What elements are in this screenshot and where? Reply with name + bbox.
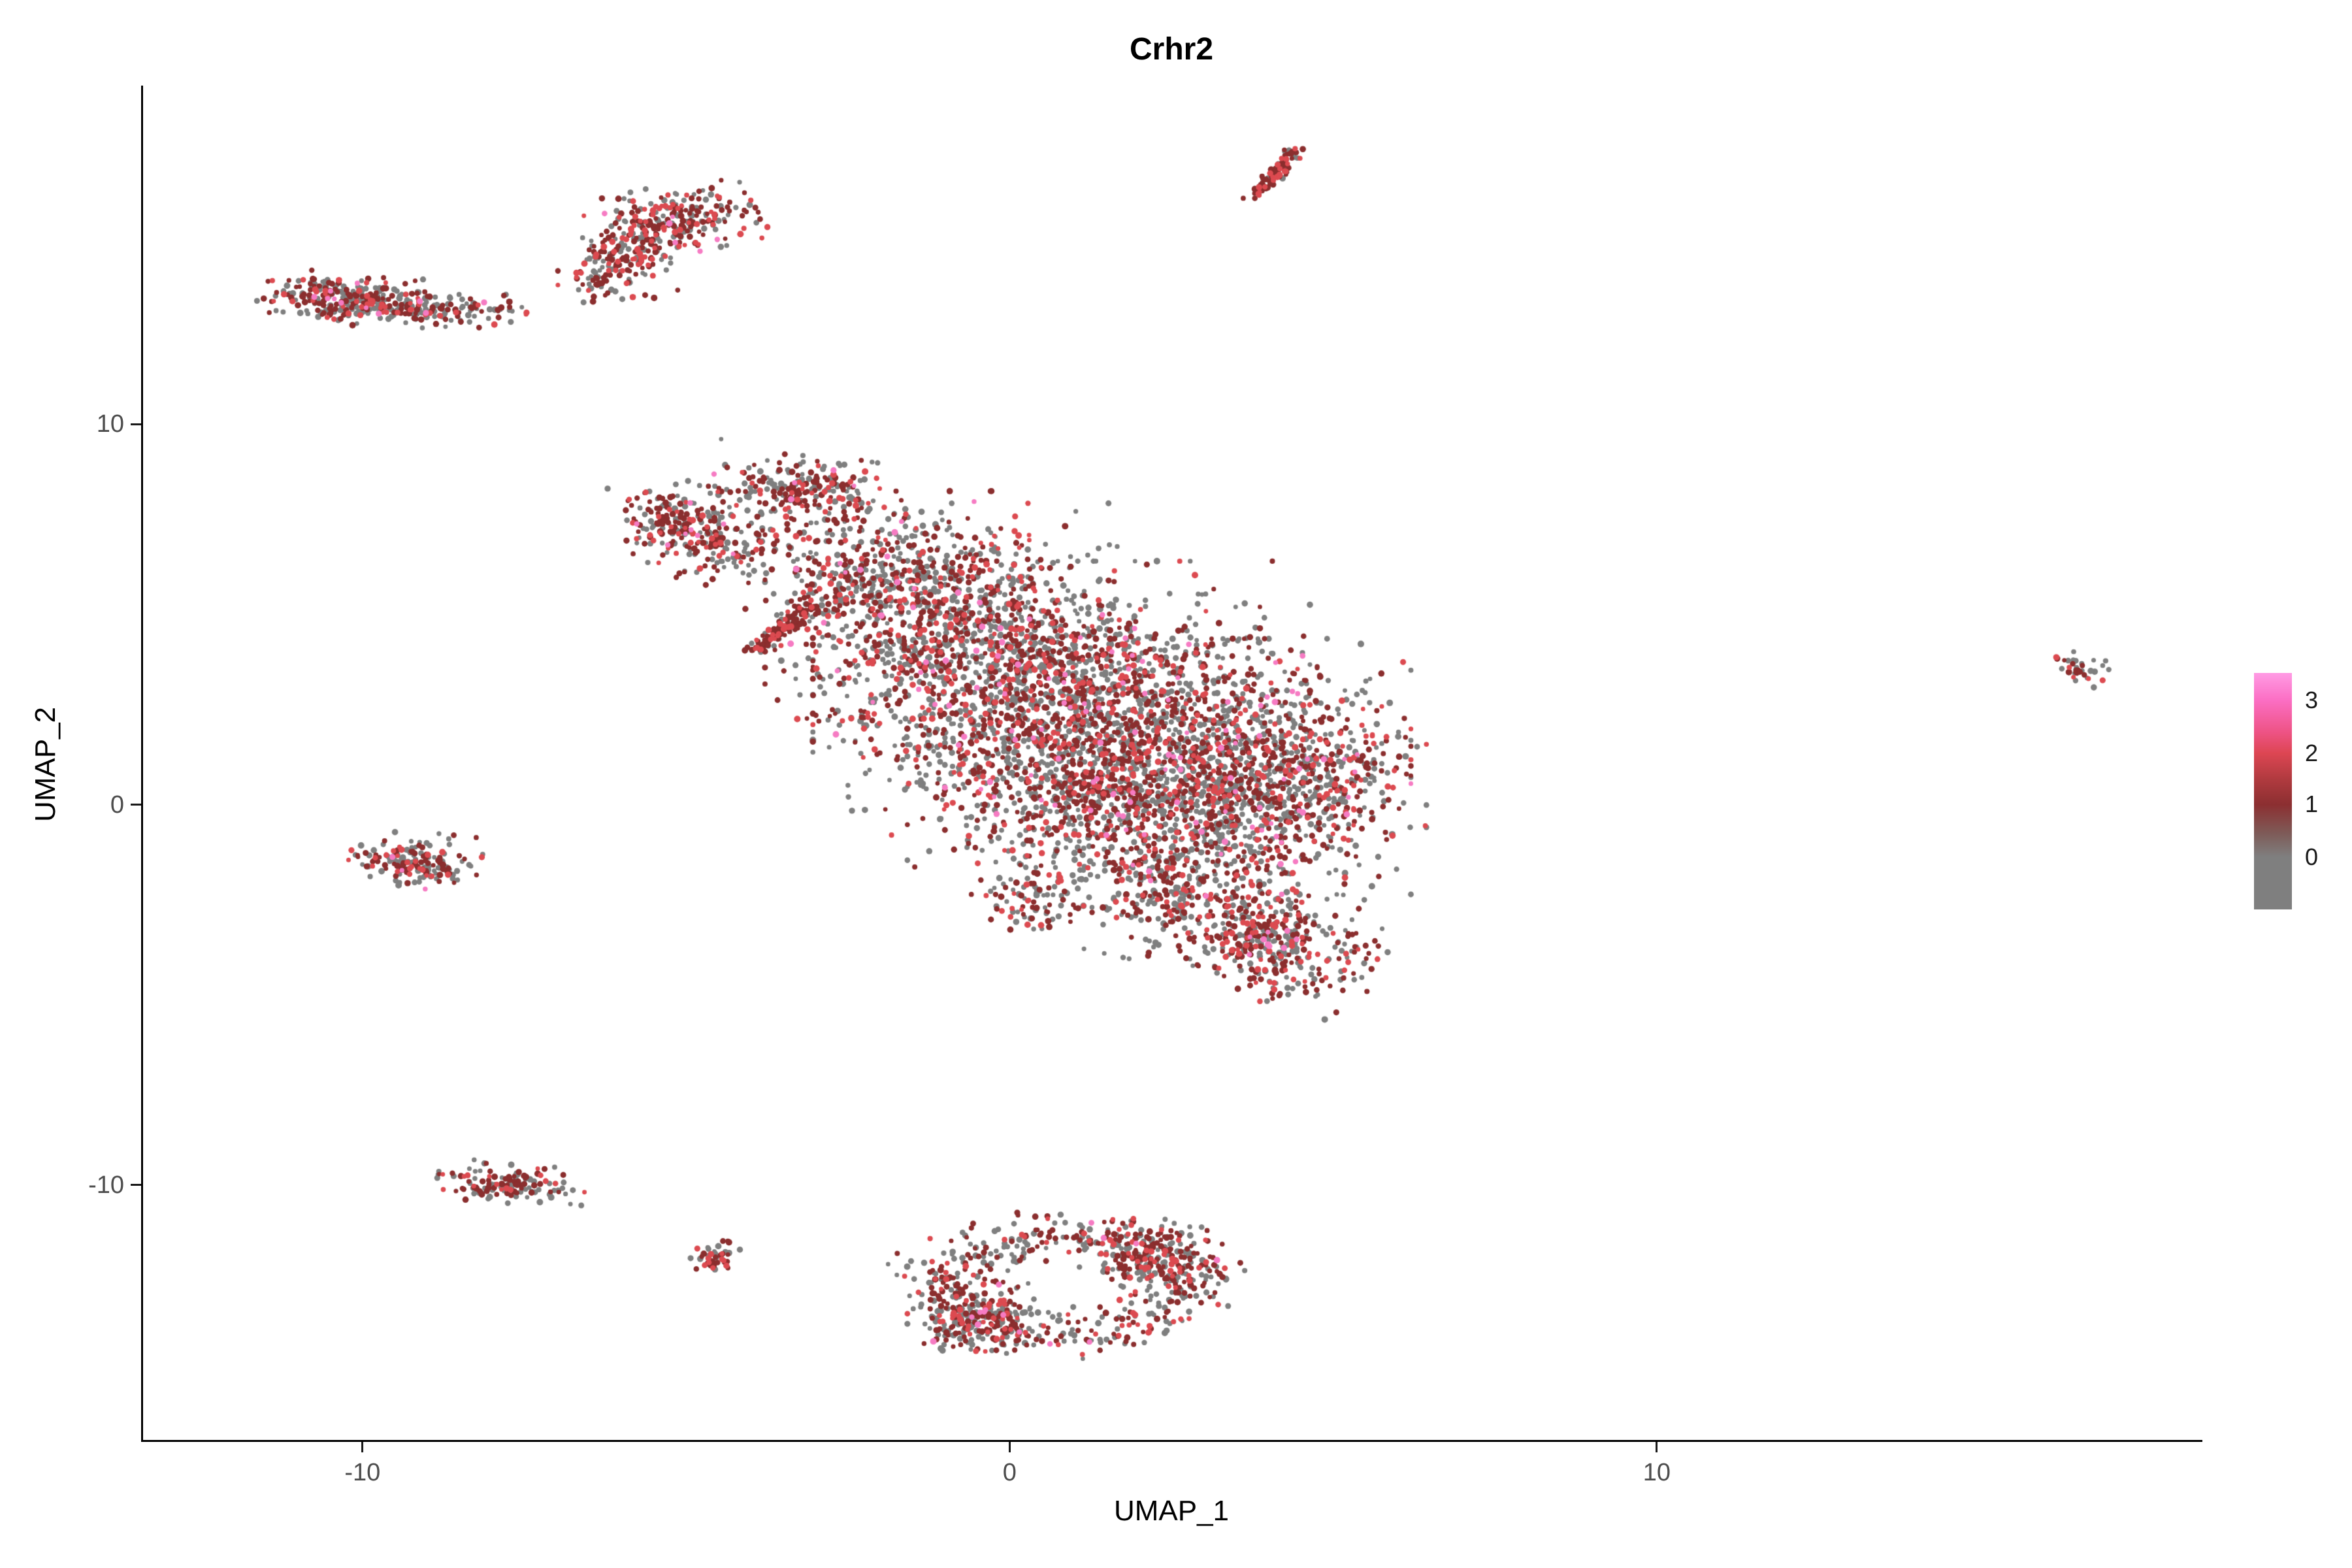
y-tick-mark xyxy=(131,423,141,425)
y-tick-mark xyxy=(131,1184,141,1186)
x-axis-line xyxy=(141,1440,2202,1442)
colorbar-tick-label: 3 xyxy=(2305,687,2319,714)
x-tick-label: -10 xyxy=(344,1459,381,1486)
y-axis-line xyxy=(141,86,143,1442)
y-tick-label: 10 xyxy=(96,410,124,438)
x-axis-title: UMAP_1 xyxy=(1113,1495,1230,1527)
colorbar-tick-label: 0 xyxy=(2305,843,2319,870)
y-tick-mark xyxy=(131,804,141,806)
y-tick-label: -10 xyxy=(88,1171,124,1199)
x-tick-label: 0 xyxy=(1002,1459,1017,1486)
colorbar-legend: 3 2 1 0 xyxy=(2254,673,2352,909)
colorbar-tick-label: 2 xyxy=(2305,739,2319,766)
y-tick-label: 0 xyxy=(110,791,124,819)
x-tick-mark xyxy=(361,1442,364,1452)
plot-title: Crhr2 xyxy=(1129,32,1214,67)
y-axis-title: UMAP_2 xyxy=(29,706,61,823)
colorbar-gradient xyxy=(2254,673,2292,909)
x-tick-mark xyxy=(1008,1442,1011,1452)
colorbar-tick-label: 1 xyxy=(2305,791,2319,818)
x-tick-mark xyxy=(1656,1442,1658,1452)
x-tick-label: 10 xyxy=(1642,1459,1671,1486)
